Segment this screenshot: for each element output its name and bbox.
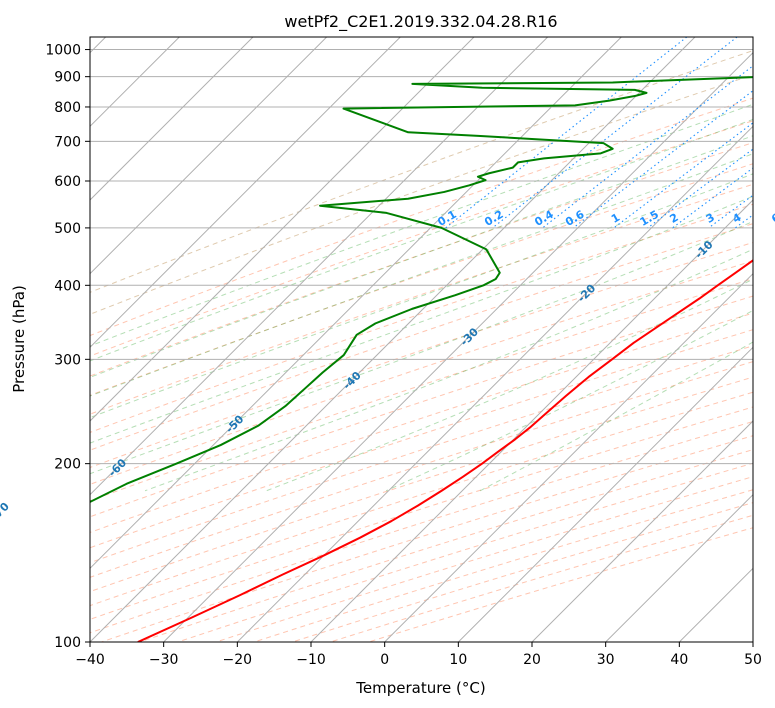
dry-adiabat-line — [330, 514, 753, 642]
y-tick-label: 700 — [54, 134, 81, 150]
x-tick-label: 10 — [449, 652, 467, 668]
dry-adiabat-line — [254, 489, 753, 642]
mixing-ratio-line — [445, 37, 688, 229]
isotherm-line — [90, 37, 254, 201]
x-axis-ticks: −40 −30 −20 −10 0 10 20 30 40 50 — [75, 642, 762, 668]
moist-adiabats — [90, 103, 753, 492]
isotherm-line — [90, 37, 475, 422]
dewpoint-profile-line — [90, 76, 753, 504]
moist-adiabat-line — [90, 153, 753, 397]
moist-adiabat-line — [90, 118, 753, 362]
dry-adiabat-line — [90, 329, 753, 549]
y-tick-label: 800 — [54, 100, 81, 116]
dry-adiabat-line — [90, 223, 753, 451]
isotherm-line — [531, 420, 753, 642]
y-tick-label: 500 — [54, 221, 81, 237]
x-tick-label: 40 — [670, 652, 688, 668]
x-tick-label: −40 — [75, 652, 105, 668]
grid-lines — [90, 37, 753, 642]
dry-adiabat-line — [90, 241, 753, 469]
isotherm-line — [90, 37, 696, 642]
y-tick-label: 200 — [54, 457, 81, 473]
x-tick-label: 20 — [523, 652, 541, 668]
x-axis-label: Temperature (°C) — [355, 679, 485, 697]
mixing-ratio-lines — [445, 37, 753, 229]
y-tick-label: 100 — [54, 635, 81, 651]
moist-adiabat-line — [90, 103, 753, 347]
dry-adiabat-line — [90, 391, 753, 607]
x-tick-label: 0 — [380, 652, 389, 668]
moist-adiabat-line — [90, 173, 753, 419]
y-tick-label: 600 — [54, 174, 81, 190]
y-tick-label: 900 — [54, 70, 81, 86]
plot-frame — [89, 36, 754, 643]
y-tick-label: 1000 — [45, 43, 81, 59]
isotherm-line — [310, 199, 753, 642]
dry-adiabat-line — [177, 462, 753, 642]
chart-title: wetPf2_C2E1.2019.332.04.28.R16 — [284, 12, 557, 32]
isotherm-line — [384, 272, 753, 642]
dry-adiabat-line — [90, 97, 753, 337]
mixing-ratio-line — [492, 37, 738, 229]
isotherm-line — [90, 37, 328, 275]
x-tick-label: −10 — [296, 652, 326, 668]
dry-adiabat-line — [90, 163, 753, 396]
x-tick-label: −20 — [223, 652, 253, 668]
y-axis-label: Pressure (hPa) — [10, 285, 28, 393]
isotherm-line — [605, 493, 753, 642]
dry-adiabat-line — [90, 361, 753, 578]
moist-adiabat-line — [266, 278, 753, 492]
temperature-profile-line — [137, 259, 753, 642]
x-tick-label: 30 — [597, 652, 615, 668]
mixing-ratio-label: 6 — [769, 211, 775, 226]
x-tick-label: 50 — [744, 652, 762, 668]
x-tick-label: −30 — [149, 652, 179, 668]
mixing-ratio-line — [647, 148, 753, 229]
moist-adiabat-line — [90, 135, 753, 378]
isotherm-line — [90, 37, 549, 496]
y-tick-label: 400 — [54, 278, 81, 294]
data-series — [90, 76, 753, 642]
isotherm-line — [163, 51, 753, 642]
dry-adiabat-line — [90, 142, 753, 377]
dry-adiabat-line — [101, 435, 753, 642]
dry-adiabat-line — [90, 312, 753, 533]
dry-adiabat-line — [90, 74, 753, 315]
isotherm-line — [457, 346, 753, 642]
y-tick-label: 300 — [54, 352, 81, 368]
isotherm-line — [236, 125, 753, 642]
dry-adiabat-line — [90, 420, 753, 634]
mixing-ratio-line — [572, 90, 753, 229]
mixing-ratio-line — [672, 167, 753, 229]
y-axis-ticks: 100 200 300 400 500 600 700 800 900 1000 — [45, 43, 90, 651]
isotherm-line — [90, 37, 401, 349]
